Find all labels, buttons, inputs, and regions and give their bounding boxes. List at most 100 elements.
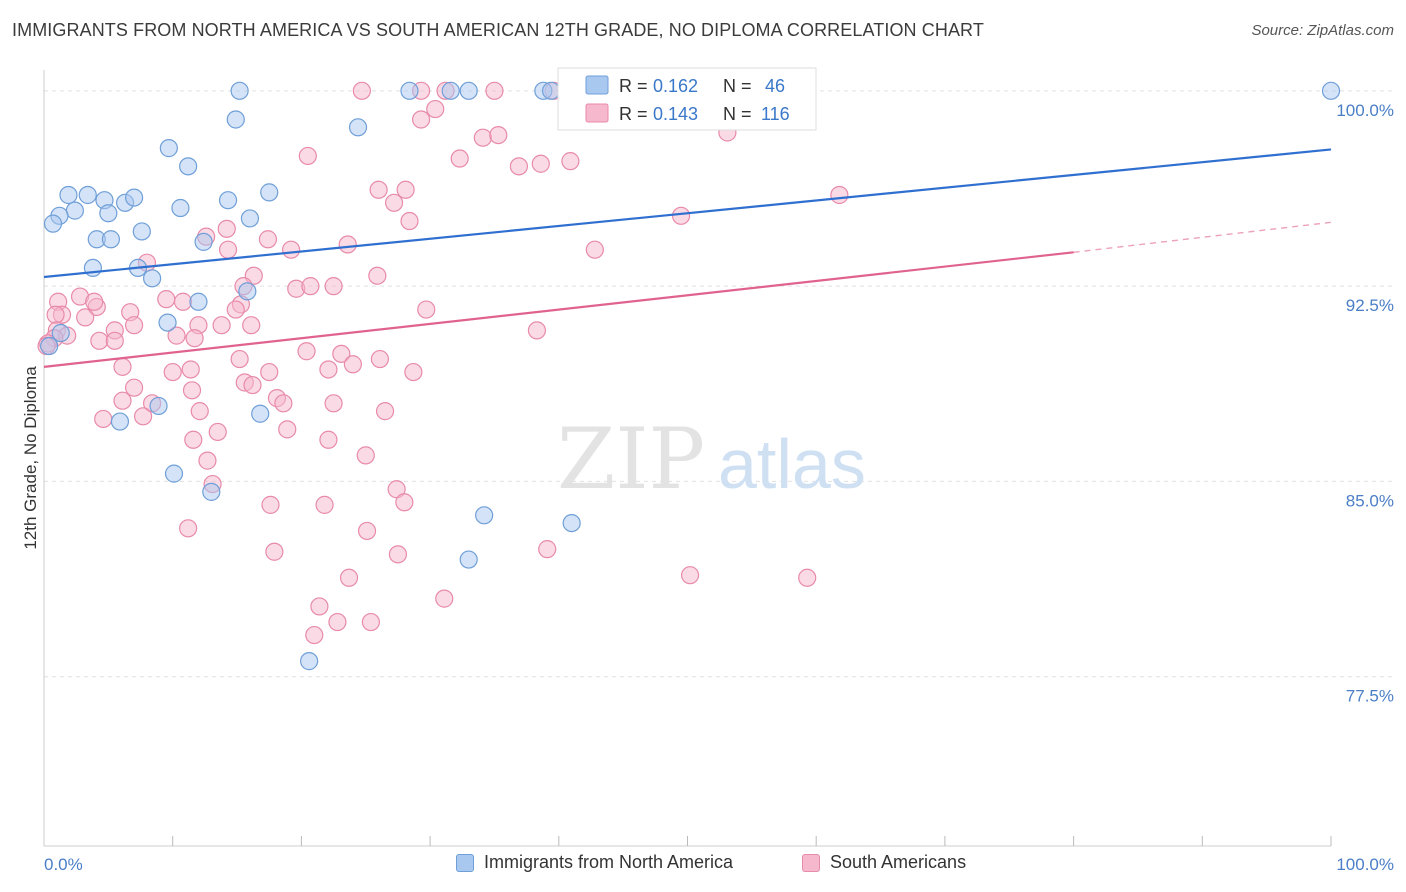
bottom-legend-item-north-america: Immigrants from North America: [456, 852, 733, 873]
data-point: [400, 211, 419, 231]
legend-swatch-north-america: [456, 853, 474, 872]
data-point: [319, 430, 338, 449]
data-point: [76, 308, 95, 327]
data-point: [113, 357, 132, 376]
data-point: [339, 568, 359, 587]
data-point: [375, 402, 395, 421]
data-point: [338, 235, 357, 254]
x-tick-label-max: 100.0%: [1336, 855, 1394, 874]
legend-pink-n-value: 116: [761, 104, 790, 124]
trend-lines: [43, 148, 1332, 368]
data-point: [159, 139, 178, 158]
data-point: [189, 292, 208, 311]
data-point: [538, 540, 557, 559]
data-point: [324, 394, 343, 413]
data-point: [164, 464, 184, 483]
data-point: [348, 118, 368, 137]
data-point: [830, 185, 849, 205]
data-point: [417, 300, 436, 319]
data-point: [143, 269, 162, 288]
data-point: [396, 180, 415, 199]
y-tick-label: 100.0%: [1336, 101, 1394, 120]
watermark-zip: ZIP: [557, 410, 705, 508]
data-point: [179, 519, 198, 538]
y-axis-title: 12th Grade, No Diploma: [21, 366, 40, 550]
data-point: [59, 185, 78, 205]
data-point: [99, 204, 118, 223]
legend-blue-n-label: N =: [723, 76, 752, 96]
data-point: [198, 451, 217, 470]
legend-blue-r-label: R =: [619, 76, 648, 96]
data-point: [171, 198, 190, 218]
data-point: [124, 316, 144, 335]
data-point: [113, 391, 132, 410]
data-point: [475, 506, 494, 525]
data-point: [157, 290, 176, 309]
data-point: [509, 157, 529, 176]
data-point: [110, 412, 130, 431]
data-point: [319, 360, 338, 379]
data-point: [527, 321, 547, 340]
data-point: [65, 201, 84, 220]
legend-blue-r-value: 0.162: [653, 76, 698, 96]
data-point: [404, 362, 423, 382]
data-point: [356, 446, 375, 465]
data-point: [388, 545, 408, 564]
data-point: [297, 342, 316, 361]
legend-pink-r-value: 0.143: [653, 104, 698, 124]
data-point: [40, 336, 59, 356]
data-point: [426, 99, 445, 119]
trend-line-south-americans-extension: [1073, 221, 1332, 253]
data-point: [208, 422, 227, 442]
data-point: [43, 214, 63, 233]
data-point: [202, 482, 221, 501]
data-point: [190, 402, 209, 421]
data-point: [85, 292, 104, 311]
series-south-americans: [37, 81, 849, 645]
data-point: [158, 313, 177, 332]
data-point: [324, 277, 343, 296]
legend-label-north-america: Immigrants from North America: [484, 852, 734, 872]
data-point: [459, 550, 478, 569]
data-point: [328, 612, 347, 632]
data-point: [1321, 81, 1341, 100]
series-immigrants-north-america: [40, 81, 1341, 671]
legend-blue-n-value: 46: [765, 76, 785, 96]
data-point: [450, 149, 469, 168]
data-point: [278, 420, 297, 439]
data-point: [411, 110, 431, 129]
data-point: [459, 81, 478, 100]
data-point: [133, 407, 153, 426]
data-point: [274, 394, 293, 413]
data-point: [230, 349, 249, 369]
data-point: [305, 625, 324, 645]
data-point: [124, 188, 144, 207]
data-point: [78, 185, 97, 205]
data-point: [260, 183, 279, 202]
data-point: [400, 81, 419, 100]
data-point: [489, 126, 508, 145]
data-point: [218, 191, 238, 210]
data-point: [301, 277, 320, 296]
data-point: [531, 154, 550, 173]
data-point: [242, 316, 261, 335]
data-point: [240, 209, 260, 228]
data-point: [94, 409, 113, 429]
data-point: [332, 344, 351, 363]
data-point: [184, 430, 203, 449]
data-point: [357, 521, 377, 541]
data-point: [384, 193, 404, 212]
data-point: [361, 612, 380, 632]
x-tick-label-min: 0.0%: [44, 855, 83, 874]
y-tick-label: 92.5%: [1346, 296, 1394, 315]
data-point: [310, 597, 329, 616]
data-point: [343, 355, 362, 374]
data-point: [370, 349, 390, 369]
data-point: [300, 652, 319, 671]
trend-line-south-americans: [43, 251, 1074, 368]
data-point: [46, 305, 65, 324]
legend-pink-r-label: R =: [619, 104, 648, 124]
data-point: [185, 329, 204, 348]
x-ticks: [172, 836, 1332, 846]
data-point: [194, 232, 213, 251]
